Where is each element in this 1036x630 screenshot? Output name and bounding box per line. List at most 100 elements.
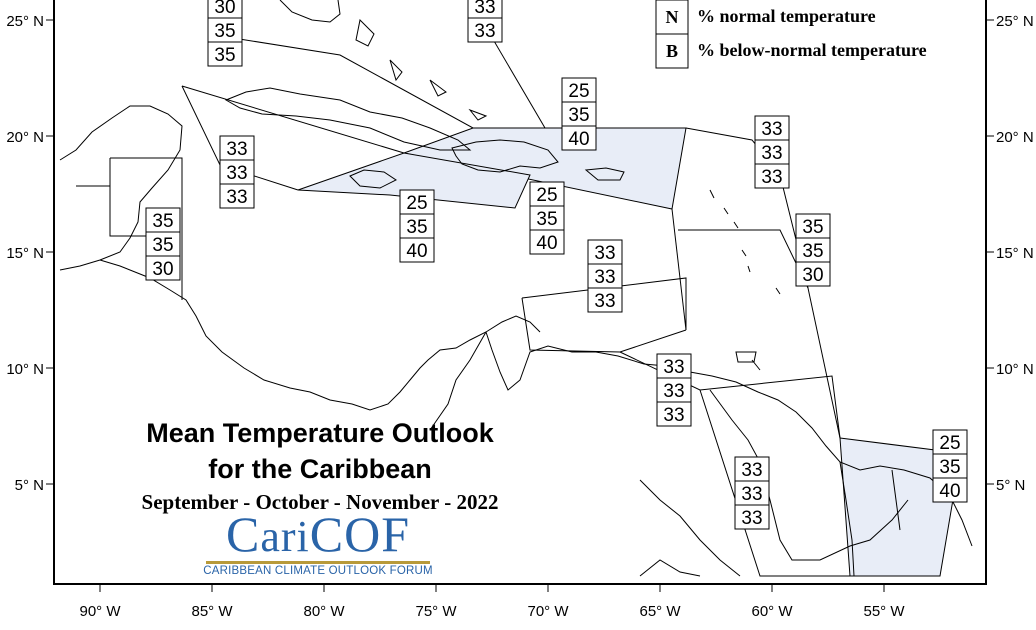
probability-box-belize-honduras: 35 35 30 <box>145 207 181 281</box>
y-tick-label: 25° N <box>6 13 44 30</box>
probability-value: 33 <box>663 381 684 402</box>
legend-key: B <box>666 41 678 61</box>
x-tick-label: 85° W <box>191 603 233 620</box>
probability-cell <box>587 239 623 265</box>
probability-box-windward-islands: 35 35 30 <box>795 213 831 287</box>
caricof-logo: CariCOF CARIBBEAN CLIMATE OUTLOOK FORUM <box>200 506 436 577</box>
y-tick-marks-left <box>46 19 54 485</box>
probability-value: 40 <box>568 129 589 150</box>
probability-value: 33 <box>594 243 615 264</box>
probability-cell <box>932 429 968 455</box>
probability-value: 33 <box>474 21 495 42</box>
probability-cell <box>219 159 255 185</box>
probability-cell <box>734 504 770 530</box>
y-tick-label: 15° N <box>6 245 44 262</box>
x-tick-label: 55° W <box>863 603 905 620</box>
probability-box-central-caribbean: 33 33 33 <box>587 239 623 313</box>
probability-value: 33 <box>474 0 495 18</box>
probability-value: 35 <box>939 457 960 478</box>
probability-box-trinidad-venezuela: 33 33 33 <box>656 353 692 427</box>
probability-value: 33 <box>741 460 762 481</box>
probability-value: 25 <box>939 433 960 454</box>
probability-cell <box>561 77 597 103</box>
probability-box-leeward-islands: 33 33 33 <box>754 115 790 189</box>
probability-value: 35 <box>214 21 235 42</box>
probability-value: 35 <box>536 209 557 230</box>
probability-cell <box>734 480 770 506</box>
probability-value: 33 <box>594 267 615 288</box>
probability-value: 33 <box>594 291 615 312</box>
probability-value: 33 <box>226 139 247 160</box>
probability-value: 33 <box>761 143 782 164</box>
y-axis-left: 25° N 20° N 15° N 10° N 5° N <box>6 13 54 494</box>
probability-value: 35 <box>214 45 235 66</box>
x-axis: 90° W 85° W 80° W 75° W 70° W 65° W 60° … <box>79 584 905 620</box>
logo-rule <box>206 561 430 564</box>
probability-value: 25 <box>406 193 427 214</box>
legend-label: % normal temperature <box>697 6 876 26</box>
coastlines <box>59 0 973 577</box>
probability-cell <box>399 237 435 263</box>
map-title-line-2: for the Caribbean <box>208 454 432 484</box>
y-tick-label: 15° N <box>996 245 1034 262</box>
probability-cell <box>734 456 770 482</box>
map-frame <box>53 0 987 585</box>
probability-value: 30 <box>802 265 823 286</box>
probability-cell <box>399 189 435 215</box>
probability-cell <box>467 17 503 43</box>
map-title: Mean Temperature Outlook <box>146 418 494 448</box>
probability-cell <box>207 17 243 43</box>
y-tick-marks-right <box>986 19 994 485</box>
probability-value: 35 <box>406 217 427 238</box>
probability-value: 33 <box>761 167 782 188</box>
probability-cell <box>754 139 790 165</box>
probability-value: 33 <box>741 508 762 529</box>
probability-cell <box>587 263 623 289</box>
probability-cell <box>587 287 623 313</box>
probability-value: 35 <box>152 235 173 256</box>
probability-value: 33 <box>663 357 684 378</box>
x-tick-label: 70° W <box>527 603 569 620</box>
probability-value: 33 <box>741 484 762 505</box>
probability-cell <box>656 353 692 379</box>
probability-value: 33 <box>761 119 782 140</box>
x-tick-label: 90° W <box>79 603 121 620</box>
y-tick-label: 5° N <box>996 477 1025 494</box>
probability-value: 33 <box>226 163 247 184</box>
probability-value: 33 <box>663 405 684 426</box>
probability-cell <box>399 213 435 239</box>
probability-value: 30 <box>214 0 235 18</box>
legend: N % normal temperature B % below-normal … <box>655 0 927 69</box>
probability-cell <box>932 453 968 479</box>
probability-value: 25 <box>568 81 589 102</box>
legend-key-box <box>655 33 689 69</box>
probability-box-guyana: 33 33 33 <box>734 456 770 530</box>
probability-box-jamaica: 25 35 40 <box>399 189 435 263</box>
y-axis-right: 25° N 20° N 15° N 10° N 5° N <box>986 13 1034 494</box>
logo-wordmark: CariCOF <box>225 506 411 562</box>
probability-cell <box>561 125 597 151</box>
probability-cell <box>561 101 597 127</box>
probability-value: 35 <box>568 105 589 126</box>
probability-value: 30 <box>152 259 173 280</box>
probability-cell <box>754 115 790 141</box>
probability-value: 40 <box>536 233 557 254</box>
probability-cell <box>145 231 181 257</box>
y-tick-label: 20° N <box>6 129 44 146</box>
legend-label: % below-normal temperature <box>697 40 927 60</box>
legend-key: N <box>666 7 679 27</box>
probability-value: 40 <box>939 481 960 502</box>
probability-box-hispaniola-south: 25 35 40 <box>529 181 565 255</box>
probability-cell <box>754 163 790 189</box>
x-tick-label: 60° W <box>751 603 793 620</box>
probability-cell <box>207 41 243 67</box>
probability-value: 25 <box>536 185 557 206</box>
forecast-period: September - October - November - 2022 <box>141 490 499 514</box>
probability-box-florida-straits: 30 35 35 <box>207 0 243 67</box>
probability-box-suriname-french-guiana: 25 35 40 <box>932 429 968 503</box>
probability-value: 33 <box>226 187 247 208</box>
x-tick-marks <box>99 584 885 592</box>
